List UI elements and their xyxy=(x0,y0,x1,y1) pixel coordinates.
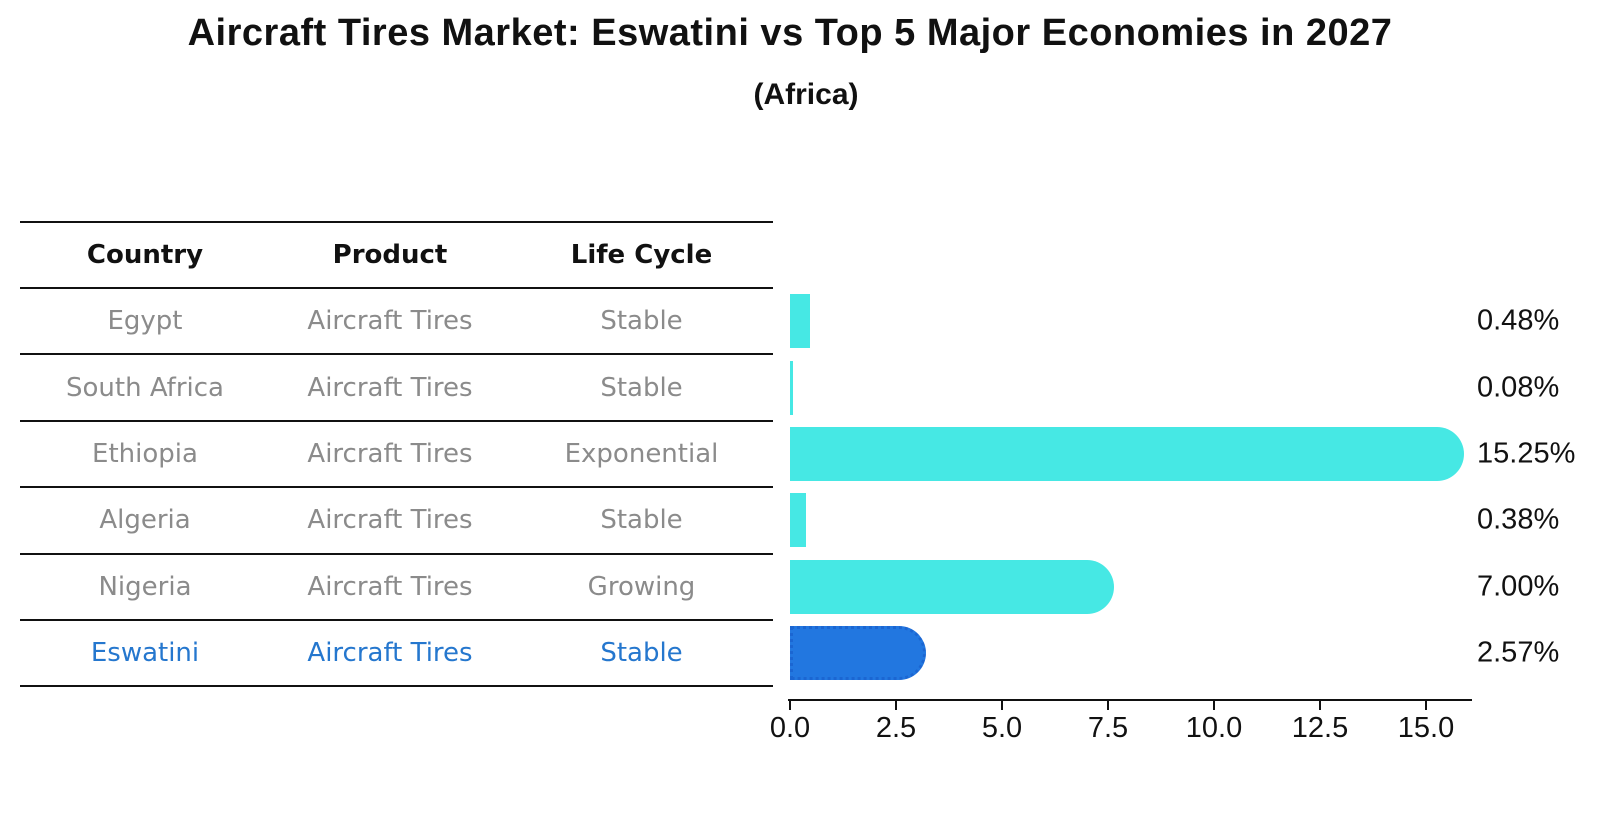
cell-country: Nigeria xyxy=(98,571,192,602)
x-axis-tick-label: 15.0 xyxy=(1397,712,1455,744)
x-axis-tick xyxy=(1425,701,1427,710)
cell-life-cycle: Stable xyxy=(600,505,683,536)
table-row-egypt: Egypt Aircraft Tires Stable xyxy=(20,289,773,356)
cell-product: Aircraft Tires xyxy=(307,372,473,403)
x-axis-tick xyxy=(895,701,897,710)
x-axis-tick-label: 12.5 xyxy=(1291,712,1349,744)
table-row-south-africa: South Africa Aircraft Tires Stable xyxy=(20,355,773,422)
x-axis-tick-label: 7.5 xyxy=(1087,712,1129,744)
cell-product: Aircraft Tires xyxy=(307,638,473,669)
value-label-eswatini: 2.57% xyxy=(1477,636,1560,669)
cell-country: South Africa xyxy=(66,372,224,403)
x-axis-tick-label: 5.0 xyxy=(981,712,1023,744)
bar-algeria xyxy=(790,493,807,548)
cell-country: Egypt xyxy=(107,306,183,337)
x-axis-tick-label: 0.0 xyxy=(769,712,811,744)
x-axis-tick-label: 2.5 xyxy=(875,712,917,744)
value-label-nigeria: 7.00% xyxy=(1477,570,1560,603)
chart-title: Aircraft Tires Market: Eswatini vs Top 5… xyxy=(187,12,1393,54)
cell-product: Aircraft Tires xyxy=(307,571,473,602)
cell-life-cycle: Growing xyxy=(587,571,696,602)
value-label-egypt: 0.48% xyxy=(1477,304,1560,337)
bar-south-africa xyxy=(790,360,794,415)
value-label-ethiopia: 15.25% xyxy=(1477,437,1576,470)
cell-life-cycle: Stable xyxy=(600,638,683,669)
x-axis-tick xyxy=(1107,701,1109,710)
cell-country: Eswatini xyxy=(90,638,200,669)
table-header-row: Country Product Life Cycle xyxy=(20,223,773,289)
cell-life-cycle: Stable xyxy=(600,306,683,337)
cell-product: Aircraft Tires xyxy=(307,438,473,469)
column-header-country: Country xyxy=(86,240,204,270)
x-axis-tick xyxy=(789,701,791,710)
chart-subtitle: (Africa) xyxy=(753,78,859,111)
x-axis-tick xyxy=(1213,701,1215,710)
column-header-life-cycle: Life Cycle xyxy=(570,240,713,270)
cell-product: Aircraft Tires xyxy=(307,505,473,536)
x-axis-spine xyxy=(788,699,1472,701)
bar-egypt xyxy=(790,294,811,349)
bar-eswatini xyxy=(790,626,926,681)
cell-country: Ethiopia xyxy=(92,438,198,469)
column-header-product: Product xyxy=(332,240,448,270)
table-row-nigeria: Nigeria Aircraft Tires Growing xyxy=(20,555,773,621)
cell-life-cycle: Exponential xyxy=(564,438,719,469)
x-axis-tick xyxy=(1001,701,1003,710)
bar-nigeria xyxy=(790,559,1114,614)
x-axis-tick xyxy=(1319,701,1321,710)
cell-country: Algeria xyxy=(99,505,191,536)
value-label-south-africa: 0.08% xyxy=(1477,371,1560,404)
table-row-eswatini: Eswatini Aircraft Tires Stable xyxy=(20,621,773,688)
country-table: Country Product Life Cycle Egypt Aircraf… xyxy=(20,221,773,688)
cell-product: Aircraft Tires xyxy=(307,306,473,337)
table-row-algeria: Algeria Aircraft Tires Stable xyxy=(20,488,773,555)
x-axis-tick-label: 10.0 xyxy=(1185,712,1243,744)
bar-ethiopia xyxy=(790,427,1464,481)
value-label-algeria: 0.38% xyxy=(1477,503,1560,536)
cell-life-cycle: Stable xyxy=(600,372,683,403)
table-row-ethiopia: Ethiopia Aircraft Tires Exponential xyxy=(20,422,773,489)
